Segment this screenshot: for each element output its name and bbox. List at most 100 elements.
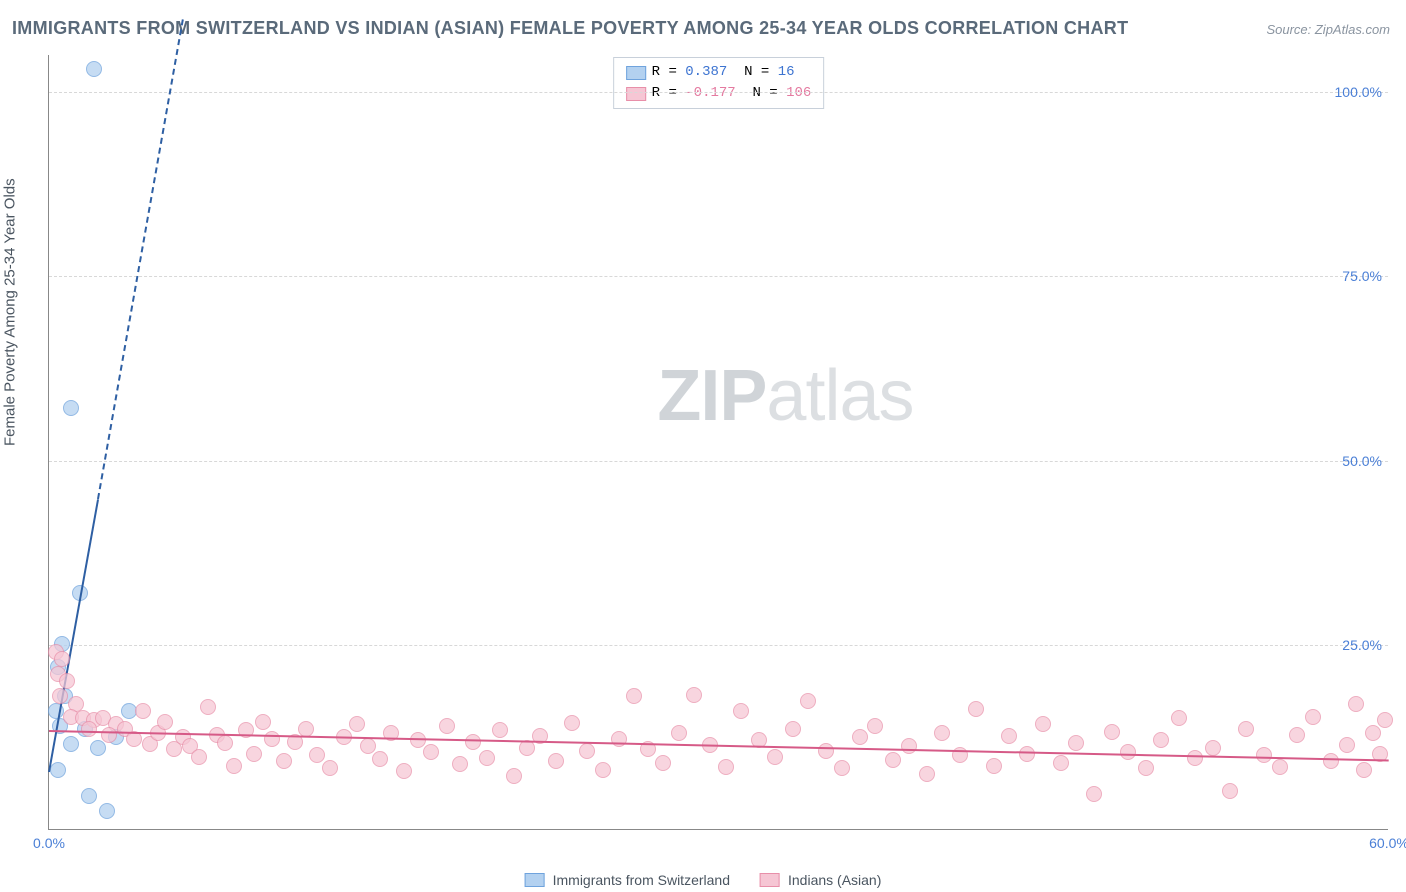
data-point (255, 714, 271, 730)
data-point (465, 734, 481, 750)
data-point (1138, 760, 1154, 776)
data-point (99, 803, 115, 819)
y-tick-label: 50.0% (1342, 453, 1382, 469)
legend-stat-text: R = -0.177 N = 106 (652, 83, 812, 104)
data-point (1356, 762, 1372, 778)
y-tick-label: 25.0% (1342, 637, 1382, 653)
data-point (595, 762, 611, 778)
data-point (564, 715, 580, 731)
data-point (1001, 728, 1017, 744)
data-point (1377, 712, 1393, 728)
data-point (1305, 709, 1321, 725)
data-point (492, 722, 508, 738)
data-point (52, 688, 68, 704)
data-point (200, 699, 216, 715)
data-point (298, 721, 314, 737)
legend-stat-row: R = 0.387 N = 16 (626, 62, 812, 83)
watermark: ZIPatlas (657, 355, 913, 437)
data-point (309, 747, 325, 763)
data-point (349, 716, 365, 732)
data-point (81, 788, 97, 804)
data-point (901, 738, 917, 754)
x-tick-label: 0.0% (33, 835, 65, 851)
data-point (226, 758, 242, 774)
data-point (1238, 721, 1254, 737)
watermark-light: atlas (766, 356, 913, 436)
data-point (1272, 759, 1288, 775)
data-point (246, 746, 262, 762)
data-point (396, 763, 412, 779)
data-point (439, 718, 455, 734)
data-point (1222, 783, 1238, 799)
legend-label: Indians (Asian) (788, 872, 881, 888)
data-point (885, 752, 901, 768)
data-point (63, 736, 79, 752)
data-point (1035, 716, 1051, 732)
data-point (1323, 753, 1339, 769)
data-point (1053, 755, 1069, 771)
data-point (626, 688, 642, 704)
data-point (1104, 724, 1120, 740)
data-point (579, 743, 595, 759)
legend-item: Indians (Asian) (760, 872, 881, 888)
data-point (479, 750, 495, 766)
y-tick-label: 75.0% (1342, 268, 1382, 284)
data-point (686, 687, 702, 703)
source-label: Source: ZipAtlas.com (1266, 22, 1390, 37)
correlation-legend: R = 0.387 N = 16R = -0.177 N = 106 (613, 57, 825, 109)
y-tick-label: 100.0% (1335, 84, 1382, 100)
data-point (834, 760, 850, 776)
data-point (322, 760, 338, 776)
data-point (54, 651, 70, 667)
legend-swatch (525, 873, 545, 887)
data-point (1019, 746, 1035, 762)
gridline (49, 92, 1388, 93)
data-point (63, 400, 79, 416)
data-point (986, 758, 1002, 774)
data-point (217, 735, 233, 751)
data-point (733, 703, 749, 719)
gridline (49, 645, 1388, 646)
data-point (59, 673, 75, 689)
data-point (410, 732, 426, 748)
data-point (372, 751, 388, 767)
data-point (86, 61, 102, 77)
data-point (818, 743, 834, 759)
data-point (767, 749, 783, 765)
data-point (785, 721, 801, 737)
data-point (1256, 747, 1272, 763)
data-point (264, 731, 280, 747)
data-point (191, 749, 207, 765)
legend-stat-row: R = -0.177 N = 106 (626, 83, 812, 104)
data-point (81, 721, 97, 737)
scatter-plot-area: ZIPatlas R = 0.387 N = 16R = -0.177 N = … (48, 55, 1388, 830)
data-point (867, 718, 883, 734)
legend-stat-text: R = 0.387 N = 16 (652, 62, 795, 83)
legend-swatch (760, 873, 780, 887)
data-point (800, 693, 816, 709)
data-point (90, 740, 106, 756)
data-point (934, 725, 950, 741)
gridline (49, 461, 1388, 462)
data-point (1120, 744, 1136, 760)
data-point (276, 753, 292, 769)
y-axis-label: Female Poverty Among 25-34 Year Olds (2, 178, 19, 446)
series-legend: Immigrants from Switzerland Indians (Asia… (525, 872, 882, 888)
data-point (1365, 725, 1381, 741)
legend-swatch (626, 87, 646, 101)
data-point (671, 725, 687, 741)
data-point (968, 701, 984, 717)
data-point (135, 703, 151, 719)
legend-item: Immigrants from Switzerland (525, 872, 730, 888)
data-point (452, 756, 468, 772)
data-point (1153, 732, 1169, 748)
data-point (1086, 786, 1102, 802)
gridline (49, 276, 1388, 277)
data-point (1339, 737, 1355, 753)
data-point (718, 759, 734, 775)
data-point (50, 762, 66, 778)
data-point (1171, 710, 1187, 726)
data-point (1348, 696, 1364, 712)
data-point (655, 755, 671, 771)
data-point (423, 744, 439, 760)
